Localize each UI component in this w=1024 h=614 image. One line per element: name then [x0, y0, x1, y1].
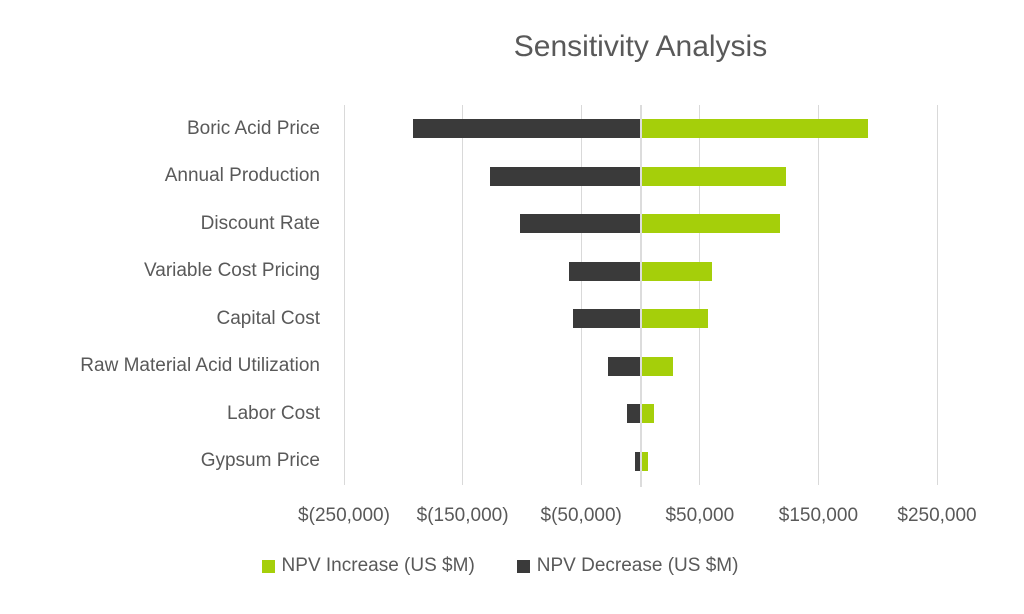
- axis-tick-label: $50,000: [665, 505, 735, 526]
- category-label: Variable Cost Pricing: [143, 260, 320, 282]
- npv-decrease-bar: [569, 261, 641, 281]
- axis-tick-label: $(150,000): [416, 505, 509, 526]
- npv-increase-bar: [640, 166, 787, 186]
- legend-label: NPV Decrease (US $M): [536, 555, 739, 576]
- legend-item: NPV Decrease (US $M): [516, 555, 739, 577]
- npv-increase-bar: [640, 404, 654, 424]
- legend-item: NPV Increase (US $M): [261, 555, 475, 577]
- npv-decrease-bar: [519, 214, 641, 234]
- plot-area: [343, 105, 938, 487]
- zero-axis-line: [639, 105, 642, 487]
- gridline: [817, 105, 819, 485]
- legend-swatch-icon: [516, 559, 530, 573]
- category-label: Boric Acid Price: [186, 117, 320, 139]
- npv-increase-bar: [640, 261, 712, 281]
- npv-increase-bar: [640, 119, 869, 139]
- gridline: [343, 105, 345, 485]
- gridline: [936, 105, 938, 485]
- npv-decrease-bar: [572, 309, 641, 329]
- chart-title: Sensitivity Analysis: [513, 30, 768, 63]
- gridline: [699, 105, 701, 485]
- category-label: Capital Cost: [216, 307, 321, 329]
- axis-tick-label: $150,000: [778, 505, 859, 526]
- category-label: Annual Production: [164, 165, 320, 187]
- npv-decrease-bar: [489, 166, 641, 186]
- npv-increase-bar: [640, 451, 648, 471]
- npv-decrease-bar: [627, 404, 641, 424]
- category-label: Gypsum Price: [200, 450, 320, 472]
- gridline: [462, 105, 464, 485]
- npv-decrease-bar: [634, 451, 641, 471]
- npv-increase-bar: [640, 356, 673, 376]
- npv-increase-bar: [640, 214, 781, 234]
- category-label: Labor Cost: [227, 402, 320, 424]
- npv-increase-bar: [640, 309, 709, 329]
- npv-decrease-bar: [608, 356, 641, 376]
- legend: NPV Increase (US $M) NPV Decrease (US $M): [0, 555, 1000, 577]
- category-label: Raw Material Acid Utilization: [80, 355, 320, 377]
- axis-tick-label: $(50,000): [540, 505, 622, 526]
- gridline: [580, 105, 582, 485]
- legend-swatch-icon: [261, 559, 275, 573]
- category-label: Discount Rate: [200, 212, 320, 234]
- npv-decrease-bar: [412, 119, 641, 139]
- axis-tick-label: $(250,000): [298, 505, 390, 526]
- axis-tick-label: $250,000: [897, 505, 977, 526]
- legend-label: NPV Increase (US $M): [281, 555, 475, 576]
